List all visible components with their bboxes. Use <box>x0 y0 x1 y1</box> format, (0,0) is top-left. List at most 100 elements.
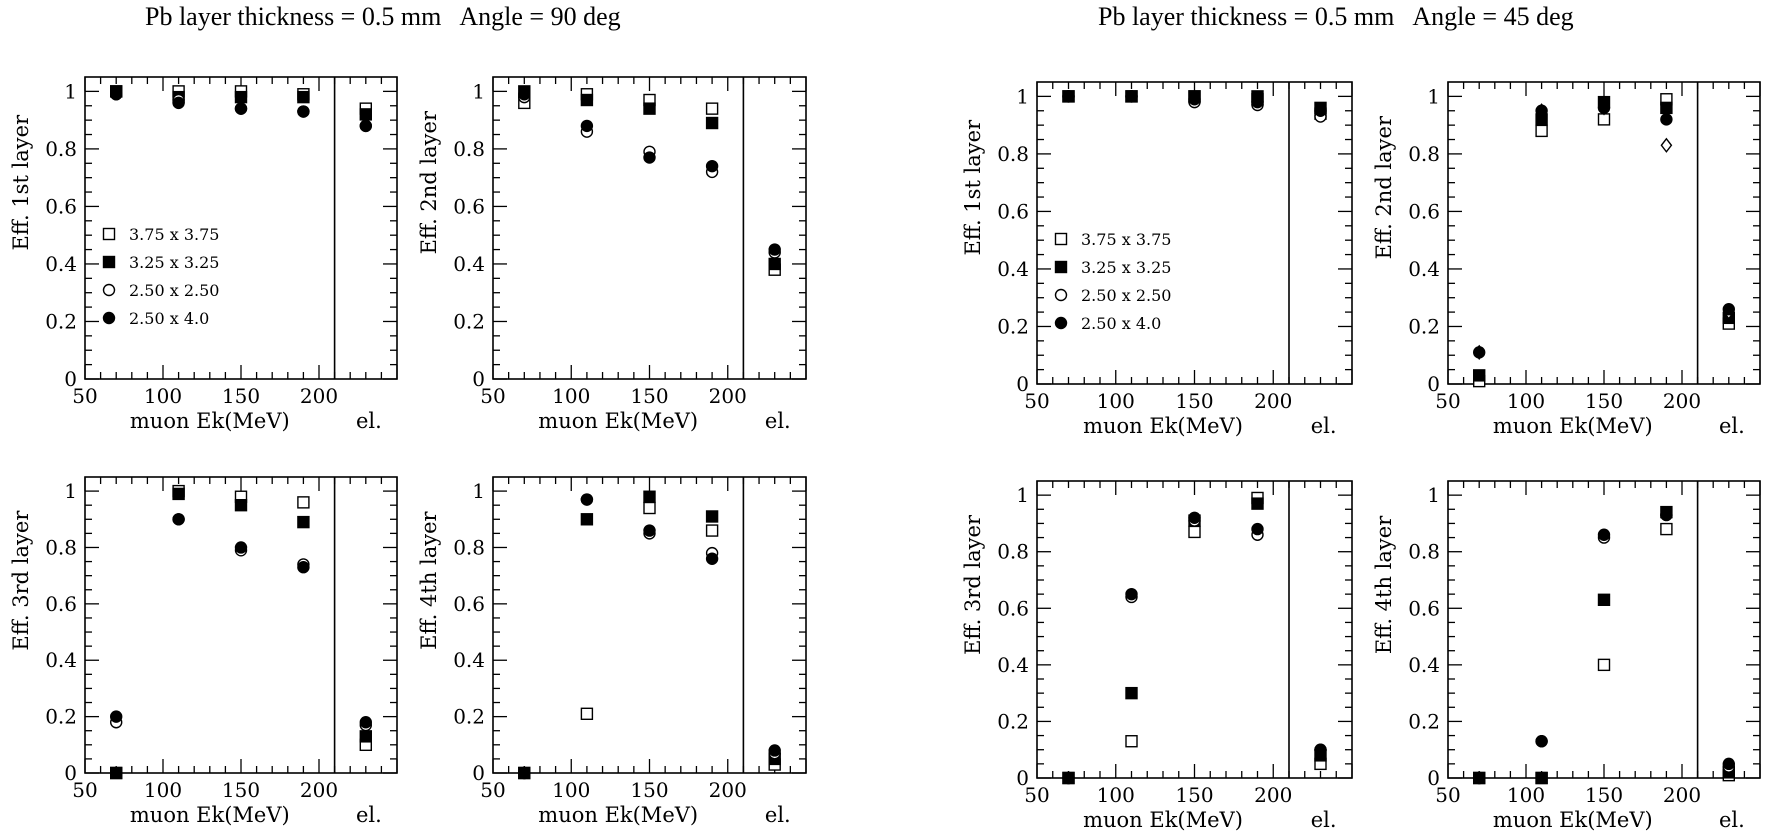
y-tick-label: 0.8 <box>45 137 77 161</box>
legend-marker <box>1054 260 1068 274</box>
y-tick-label: 0.6 <box>45 194 77 218</box>
data-point <box>1188 511 1201 524</box>
data-point <box>1188 93 1201 106</box>
y-tick-label: 0.2 <box>453 309 485 333</box>
data-point <box>1660 522 1673 536</box>
data-point <box>643 490 656 503</box>
data-point <box>297 515 310 529</box>
x-tick-label: 200 <box>1663 783 1701 807</box>
data-point <box>1660 113 1673 126</box>
data-point <box>705 552 719 565</box>
y-tick-label: 0.6 <box>45 592 77 616</box>
x-tick-label: 100 <box>1507 389 1545 413</box>
data-point <box>705 102 719 115</box>
electron-label: el. <box>356 803 382 827</box>
x-axis-label: muon Ek(MeV) <box>130 409 290 433</box>
data-point <box>768 243 781 256</box>
x-tick-label: 100 <box>1097 783 1135 807</box>
y-tick-label: 0.8 <box>45 535 77 559</box>
data-point <box>1597 113 1611 126</box>
x-tick-label: 150 <box>1585 389 1623 413</box>
y-tick-label: 0.4 <box>1408 653 1440 677</box>
data-point <box>580 707 594 720</box>
x-tick-label: 50 <box>72 778 97 802</box>
legend-marker <box>102 283 116 297</box>
data-point <box>1125 90 1138 103</box>
x-tick-label: 150 <box>630 778 668 802</box>
y-tick-label: 0.8 <box>1408 540 1440 564</box>
y-tick-label: 0.8 <box>997 540 1029 564</box>
y-tick-label: 1 <box>472 79 485 103</box>
y-tick-label: 1 <box>64 79 77 103</box>
x-axis-label: muon Ek(MeV) <box>1083 808 1243 832</box>
y-tick-label: 0 <box>1427 766 1440 790</box>
x-tick-label: 100 <box>552 384 590 408</box>
data-point <box>768 744 781 757</box>
data-point <box>1597 101 1611 115</box>
legend-marker <box>1054 288 1068 302</box>
data-point <box>1188 525 1201 539</box>
legend-label: 2.50 x 4.0 <box>1081 314 1161 333</box>
data-point <box>1125 686 1138 700</box>
x-tick-label: 100 <box>144 384 182 408</box>
x-tick-label: 150 <box>1175 389 1213 413</box>
data-point <box>705 116 719 130</box>
y-tick-label: 0.6 <box>453 194 485 218</box>
data-point <box>705 159 719 173</box>
x-tick-label: 200 <box>709 384 747 408</box>
y-tick-label: 0.4 <box>997 653 1029 677</box>
data-point <box>1597 658 1611 672</box>
y-tick-label: 0.4 <box>997 257 1029 281</box>
data-point <box>1125 587 1138 601</box>
data-point <box>1722 303 1736 316</box>
x-tick-label: 50 <box>1435 783 1460 807</box>
data-point <box>297 496 310 509</box>
data-point <box>1722 757 1736 771</box>
x-tick-label: 50 <box>480 778 505 802</box>
legend-marker <box>1054 232 1068 246</box>
data-point <box>234 90 248 104</box>
data-point <box>1660 137 1673 153</box>
y-axis-label: Eff. 4th layer <box>1372 515 1396 654</box>
y-tick-label: 0 <box>64 367 77 391</box>
data-point <box>1062 771 1075 785</box>
y-tick-label: 0 <box>472 761 485 785</box>
data-point <box>234 498 248 512</box>
y-tick-label: 0.8 <box>997 142 1029 166</box>
data-point <box>705 524 719 537</box>
data-point <box>234 541 248 554</box>
legend-label: 3.25 x 3.25 <box>129 253 219 272</box>
data-point <box>359 108 372 121</box>
x-tick-label: 150 <box>222 384 260 408</box>
data-point <box>1251 95 1264 109</box>
x-axis-label: muon Ek(MeV) <box>538 803 698 827</box>
x-axis-label: muon Ek(MeV) <box>538 409 698 433</box>
plot-frame <box>492 76 807 380</box>
legend-marker <box>102 311 116 325</box>
electron-label: el. <box>1311 808 1337 832</box>
data-point <box>109 88 123 101</box>
x-tick-label: 200 <box>709 778 747 802</box>
data-point <box>109 710 123 723</box>
x-tick-label: 200 <box>300 384 338 408</box>
data-point <box>643 524 656 537</box>
data-point <box>1472 346 1486 359</box>
data-point <box>1535 104 1548 117</box>
y-tick-label: 1 <box>1427 483 1440 507</box>
y-tick-label: 0 <box>472 367 485 391</box>
x-axis-label: muon Ek(MeV) <box>1083 414 1243 438</box>
legend-label: 2.50 x 2.50 <box>129 281 219 300</box>
data-point <box>580 119 594 133</box>
data-point <box>518 88 531 101</box>
y-tick-label: 1 <box>1016 84 1029 108</box>
data-point <box>172 513 185 526</box>
electron-label: el. <box>356 409 382 433</box>
data-point <box>768 257 781 271</box>
plot-frame <box>492 476 807 774</box>
plot-frame <box>1447 81 1761 385</box>
x-axis-label: muon Ek(MeV) <box>1493 808 1653 832</box>
